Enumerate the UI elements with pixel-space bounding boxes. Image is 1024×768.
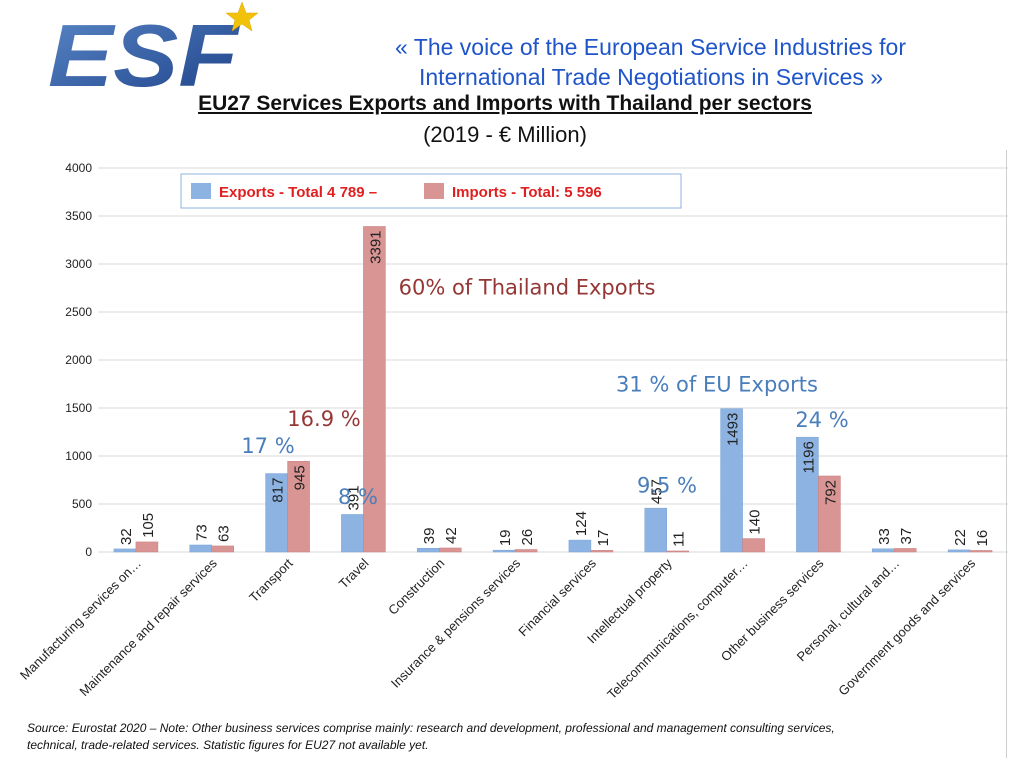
- x-tick-label: Financial services: [515, 555, 599, 639]
- y-tick-label: 500: [72, 497, 92, 511]
- bar-exports: [113, 548, 137, 553]
- data-label: 39: [421, 528, 438, 545]
- data-label: 63: [216, 525, 233, 542]
- data-label: 792: [822, 480, 839, 505]
- bar-imports: [514, 549, 538, 553]
- bar-imports: [135, 541, 159, 553]
- bar-exports: [568, 539, 592, 553]
- y-tick-label: 1000: [65, 449, 92, 463]
- y-tick-label: 2000: [65, 353, 92, 367]
- annotation: 17 %: [241, 434, 294, 458]
- y-tick-label: 2500: [65, 305, 92, 319]
- bar-exports: [417, 548, 440, 553]
- data-label: 1196: [800, 441, 817, 473]
- x-tick-label: Travel: [336, 555, 372, 591]
- data-label: 817: [270, 478, 287, 503]
- tagline: « The voice of the European Service Indu…: [395, 32, 995, 92]
- data-label: 32: [118, 528, 135, 545]
- bar-imports: [894, 548, 917, 553]
- bar-exports: [872, 548, 895, 553]
- legend-swatch: [424, 183, 444, 199]
- data-label: 33: [876, 528, 893, 545]
- y-tick-label: 3500: [65, 209, 92, 223]
- data-label: 457: [649, 479, 666, 504]
- bar-imports: [211, 545, 234, 553]
- x-tick-label: Manufacturing services on…: [17, 556, 144, 683]
- bar-imports: [742, 538, 765, 553]
- data-label: 19: [497, 529, 514, 546]
- bar-exports: [341, 514, 364, 553]
- annotation: 31 % of EU Exports: [616, 373, 818, 397]
- chart-title: EU27 Services Exports and Imports with T…: [198, 92, 812, 115]
- source-line2: technical, trade-related services. Stati…: [27, 738, 429, 752]
- data-label: 11: [671, 531, 688, 547]
- bar-exports: [644, 507, 667, 553]
- chart-subtitle: (2019 - € Million): [423, 122, 587, 147]
- source-line1: Source: Eurostat 2020 – Note: Other busi…: [27, 721, 835, 735]
- bar-imports: [439, 547, 462, 553]
- legend-label: Imports - Total: 5 596: [452, 184, 602, 201]
- data-label: 42: [443, 527, 460, 544]
- x-tick-label: Insurance & pensions services: [388, 555, 524, 691]
- annotation: 16.9 %: [287, 407, 360, 431]
- annotation: 60% of Thailand Exports: [399, 276, 656, 300]
- data-label: 3391: [367, 230, 384, 263]
- bar-imports: [287, 461, 310, 553]
- bar-exports: [720, 408, 743, 553]
- data-label: 140: [747, 510, 764, 535]
- data-label: 124: [573, 511, 590, 536]
- logo-text: ESF: [48, 6, 240, 92]
- annotation: 9.5 %: [637, 473, 697, 497]
- x-tick-label: Telecommunications, computer…: [604, 556, 751, 703]
- x-tick-label: Construction: [385, 556, 447, 618]
- data-label: 16: [974, 530, 991, 547]
- bar-exports: [492, 549, 516, 553]
- bar-imports: [590, 550, 614, 553]
- data-label: 73: [194, 524, 211, 541]
- annotation: 24 %: [795, 408, 848, 432]
- legend-label: Exports - Total 4 789 –: [219, 184, 377, 201]
- legend-swatch: [191, 183, 211, 199]
- bar-exports: [189, 544, 212, 553]
- y-tick-label: 1500: [65, 401, 92, 415]
- x-tick-label: Transport: [246, 555, 296, 605]
- bar-exports: [947, 549, 971, 553]
- y-tick-label: 4000: [65, 161, 92, 175]
- data-label: 26: [519, 529, 536, 546]
- data-label: 22: [952, 529, 969, 546]
- bar-imports: [818, 475, 841, 553]
- y-tick-label: 0: [85, 545, 92, 559]
- data-label: 1493: [725, 413, 742, 446]
- data-label: 37: [898, 528, 915, 545]
- bar-imports: [666, 550, 689, 553]
- x-tick-label: Government goods and services: [835, 555, 978, 698]
- frame-border: [1006, 150, 1007, 758]
- source-note: Source: Eurostat 2020 – Note: Other busi…: [27, 720, 1007, 754]
- star-icon: [225, 1, 259, 32]
- tagline-line1: « The voice of the European Service Indu…: [395, 34, 906, 60]
- y-tick-label: 3000: [65, 257, 92, 271]
- bar-imports: [363, 226, 386, 553]
- data-label: 17: [595, 530, 612, 547]
- x-tick-label: Intellectual property: [584, 555, 675, 646]
- data-label: 391: [345, 485, 362, 510]
- data-label: 945: [292, 465, 309, 490]
- bar-imports: [969, 550, 993, 553]
- x-tick-label: Maintenance and repair services: [76, 555, 220, 699]
- esf-logo: ESF: [48, 1, 259, 92]
- tagline-line2: International Trade Negotiations in Serv…: [419, 64, 884, 90]
- annotation: 8 %: [338, 485, 378, 509]
- data-label: 105: [140, 513, 157, 538]
